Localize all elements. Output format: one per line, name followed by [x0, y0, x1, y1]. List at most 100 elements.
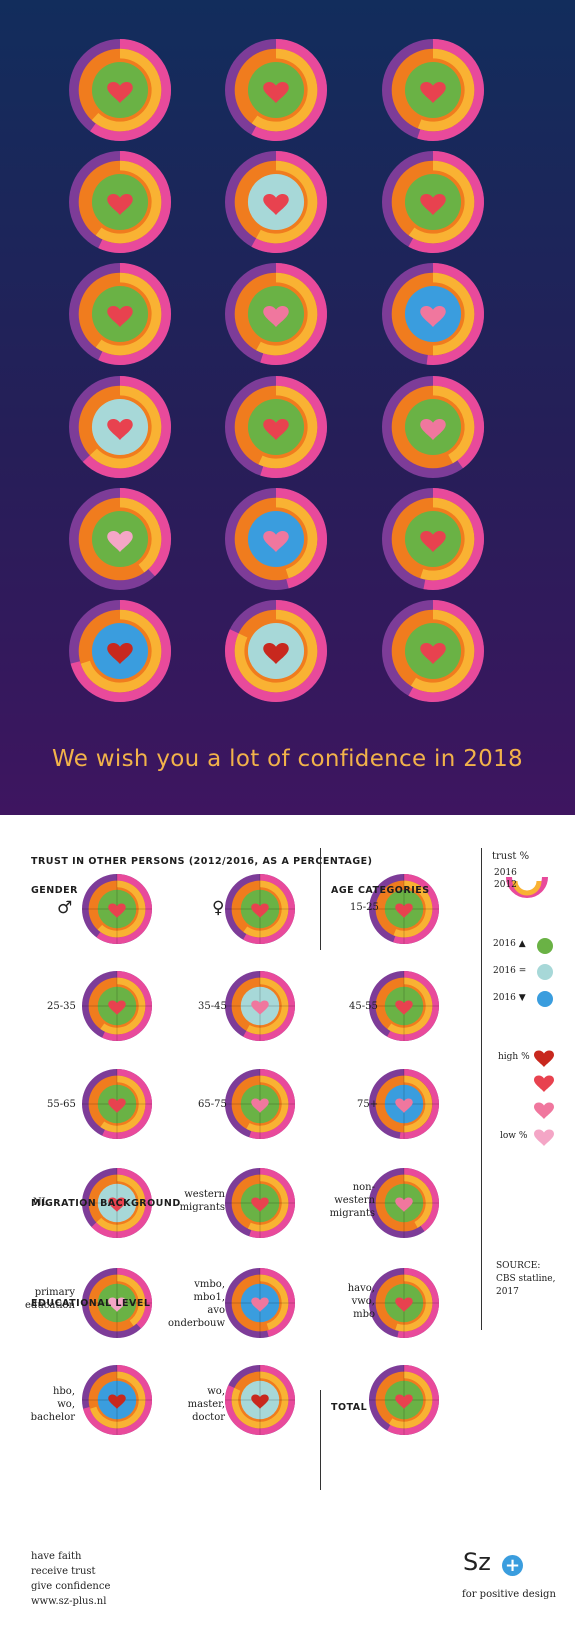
section-migration: MIGRATION BACKGROUND — [31, 1198, 181, 1209]
ring-2016-bar — [116, 1274, 146, 1326]
footer-line: receive trust — [31, 1566, 96, 1577]
ring-2016-bar — [247, 1174, 289, 1232]
ring-2012-bar — [275, 488, 327, 589]
heart-icon — [108, 1297, 126, 1312]
ring-2012-bar — [387, 1365, 439, 1435]
trust-ring — [82, 971, 152, 1041]
heart-icon — [107, 82, 133, 104]
heart-icon — [251, 1197, 269, 1212]
infographic-ring-chart — [82, 874, 554, 1435]
female-symbol: ♀ — [212, 898, 225, 918]
ring-2016-bar — [95, 272, 162, 356]
heart-icon — [263, 531, 289, 553]
heart-icon — [420, 306, 446, 328]
label-havo: havo, vwo, mbo — [347, 1283, 375, 1320]
label-age-15-25: 15-25 — [350, 902, 379, 913]
heart-icon — [420, 82, 446, 104]
ring-2012-bar — [96, 874, 152, 944]
trust-ring — [225, 1365, 295, 1435]
label-age-55-65: 55-65 — [47, 1099, 76, 1110]
label-nl: NL — [33, 1197, 49, 1208]
ring-2012-bar — [408, 600, 484, 702]
legend-heart-icon — [534, 1075, 554, 1092]
trust-ring — [225, 151, 327, 253]
ring-2016-bar — [89, 385, 162, 469]
trust-ring — [82, 1268, 152, 1338]
trust-ring — [82, 874, 152, 944]
ring-2012-bar — [98, 151, 171, 253]
trust-ring — [225, 1069, 296, 1139]
trust-ring — [69, 151, 171, 253]
ring-2012-bar — [82, 376, 171, 478]
ring-2016-bar — [395, 1274, 433, 1332]
heart-icon — [395, 1297, 413, 1312]
trust-ring — [225, 39, 327, 141]
heart-icon — [395, 1000, 413, 1015]
ring-2012-bar — [225, 1365, 295, 1435]
legend-heart-icon — [534, 1050, 554, 1067]
trust-ring — [69, 39, 171, 141]
ring-2012-bar — [260, 263, 327, 365]
section-education: EDUCATIONAL LEVEL — [31, 1298, 151, 1309]
heart-icon — [263, 643, 289, 665]
ring-2012-bar — [70, 600, 171, 702]
heart-icon — [263, 194, 289, 216]
legend-up: 2016 ▲ — [493, 939, 526, 949]
label-primary-education: primary education — [25, 1287, 75, 1311]
trust-ring — [69, 600, 171, 702]
heart-icon — [251, 1098, 269, 1113]
heart-icon — [263, 419, 289, 441]
section-age: AGE CATEGORIES — [331, 885, 430, 896]
ring-2012-bar — [249, 1069, 296, 1139]
trust-ring — [382, 488, 484, 590]
ring-2012-bar — [243, 874, 295, 944]
trust-ring — [225, 971, 295, 1041]
ring-2016-bar — [432, 385, 475, 464]
heart-icon — [107, 419, 133, 441]
heart-icon — [420, 643, 446, 665]
divider-legend — [481, 848, 482, 1330]
trust-ring — [369, 874, 440, 944]
label-vmbo: vmbo, mbo1, avo onderbouw — [168, 1279, 225, 1329]
legend-graphics — [506, 876, 554, 1146]
poster-panel: We wish you a lot of confidence in 2018 — [0, 0, 575, 815]
ring-2016-bar — [403, 1075, 432, 1133]
trust-ring — [382, 600, 484, 702]
heart-icon — [108, 1000, 126, 1015]
ring-2012-bar — [387, 971, 439, 1041]
ring-2016-bar — [80, 609, 162, 693]
ring-2012-bar — [397, 1268, 440, 1338]
label-age-45-55: 45-55 — [349, 1001, 378, 1012]
trust-ring — [382, 376, 484, 478]
ring-2012-bar — [408, 151, 484, 253]
ring-2016-bar — [100, 977, 146, 1035]
ring-2012-bar — [91, 1168, 152, 1238]
ring-2016-bar — [259, 1274, 289, 1330]
ring-2016-bar — [243, 880, 289, 938]
legend-heart-icon — [534, 1129, 554, 1146]
trust-ring — [225, 1168, 296, 1238]
ring-2016-bar — [95, 160, 162, 244]
ring-2016-bar — [91, 48, 162, 132]
trust-ring — [225, 376, 327, 478]
ring-2012-bar — [102, 1069, 152, 1139]
ring-2016-bar — [432, 272, 475, 356]
ring-2016-bar — [275, 497, 318, 579]
ring-2012-bar — [432, 376, 484, 469]
footer-link[interactable]: www.sz-plus.nl — [31, 1596, 107, 1607]
ring-2016-bar — [420, 497, 475, 581]
logo-text: Sz — [463, 1548, 491, 1576]
ring-2012-bar — [249, 1168, 296, 1238]
trust-ring — [382, 151, 484, 253]
legend-2016: 2016 — [494, 868, 517, 878]
ring-2012-bar — [243, 971, 295, 1041]
heart-icon — [108, 1394, 126, 1409]
legend-green-dot — [537, 938, 553, 954]
ring-2012-bar — [90, 39, 171, 141]
ring-2016-bar — [408, 160, 475, 244]
legend-lightblue-dot — [537, 964, 553, 980]
greeting-text: We wish you a lot of confidence in 2018 — [52, 746, 523, 772]
ring-2016-bar — [251, 48, 318, 132]
trust-ring — [382, 263, 485, 365]
trust-ring — [69, 488, 171, 590]
